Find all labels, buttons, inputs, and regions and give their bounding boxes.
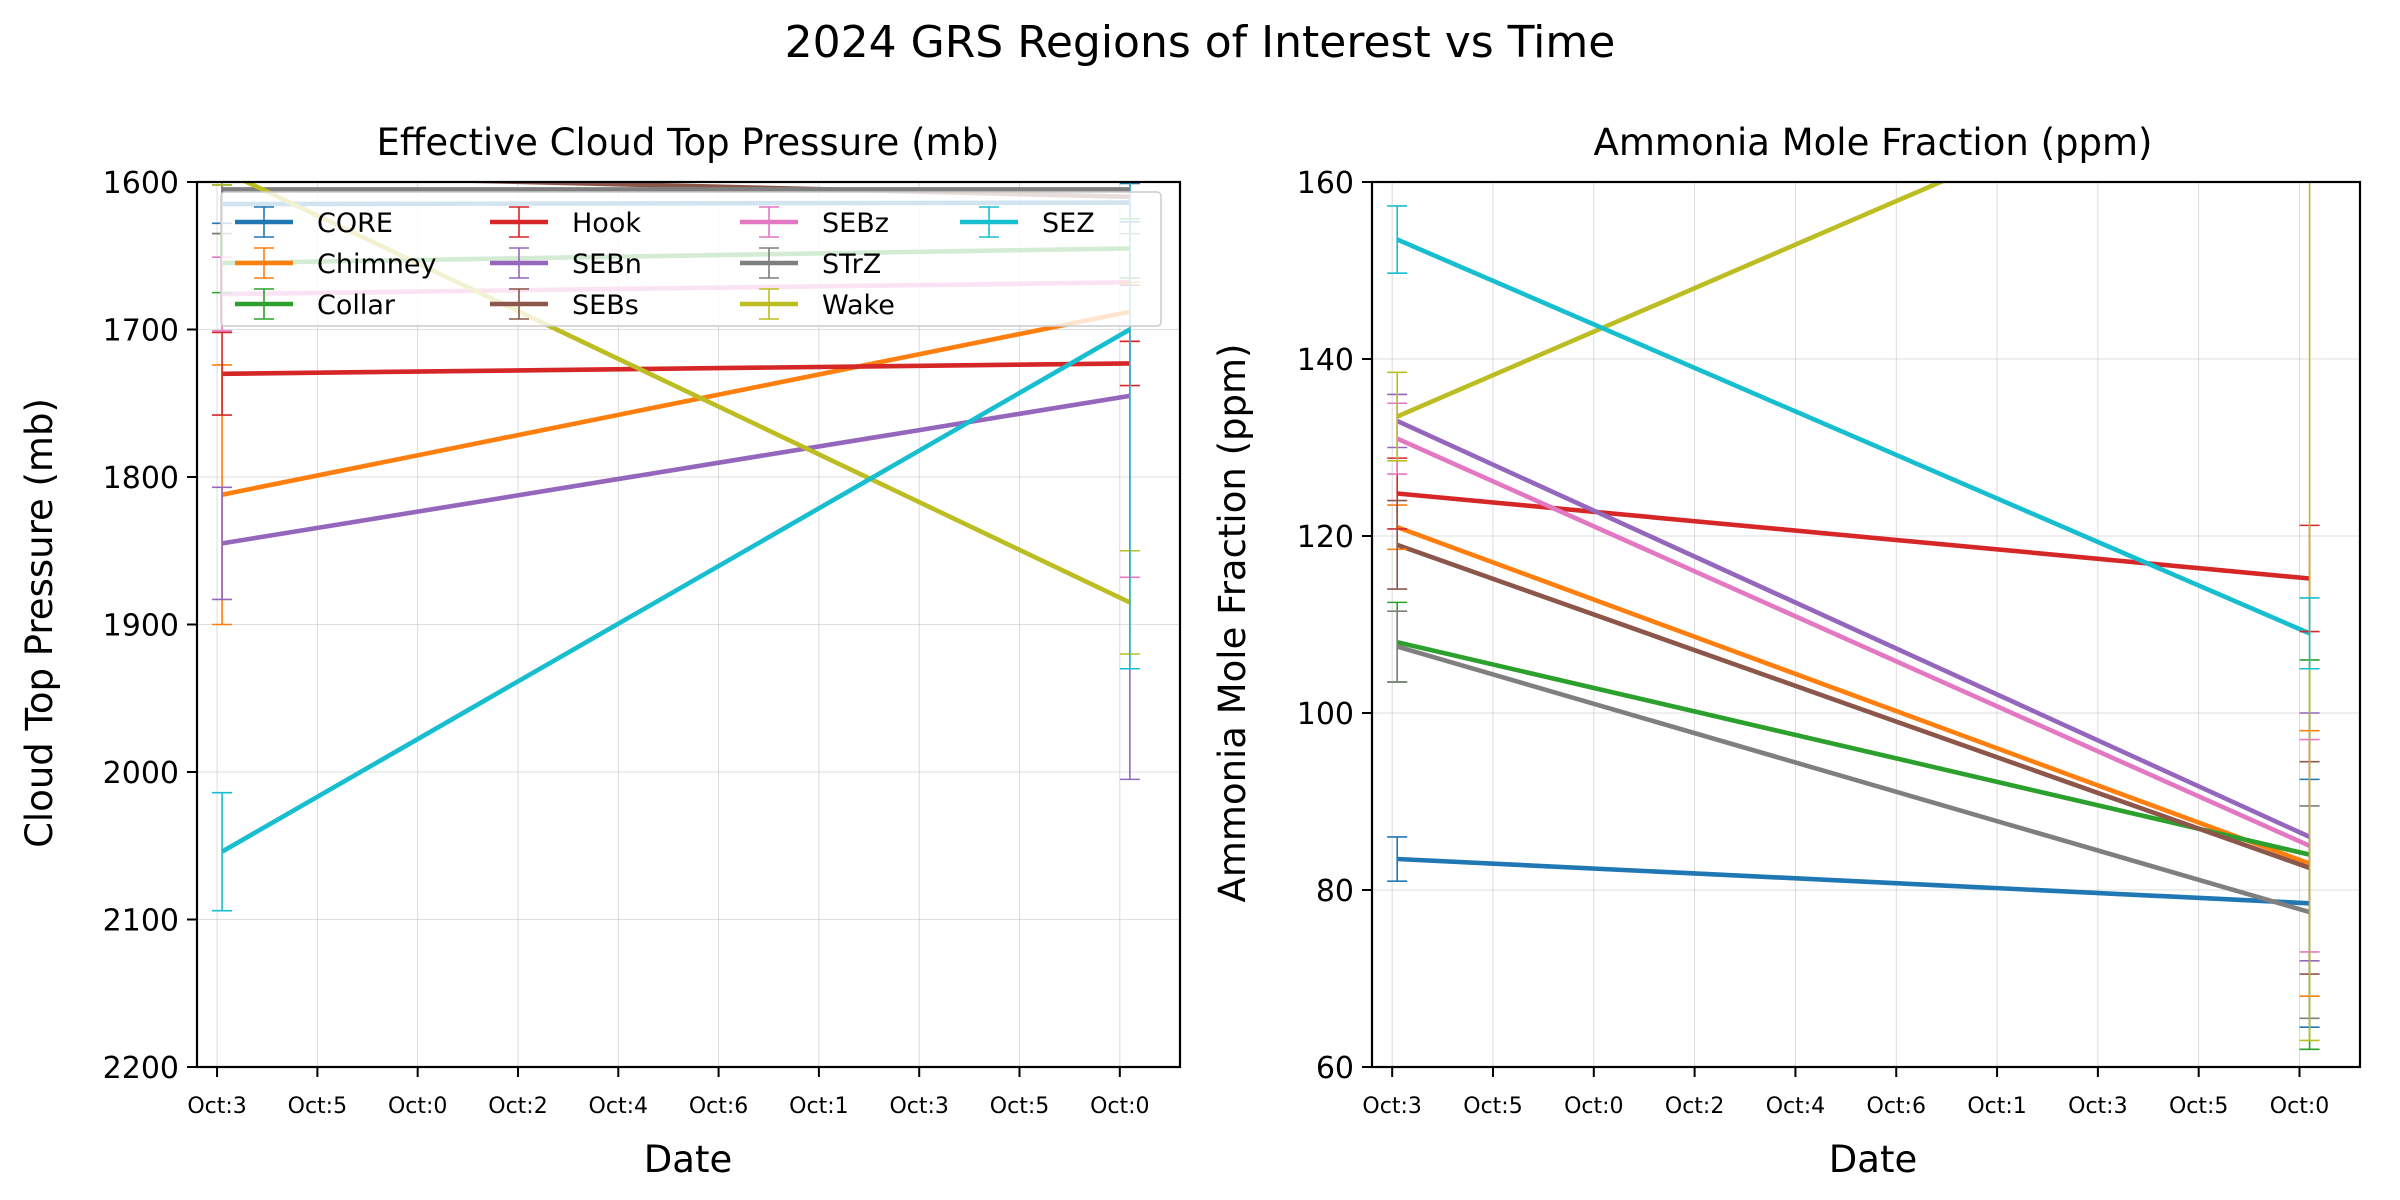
x-ticks: Oct:3 Oct:5 Oct:0 Oct:2 Oct:4 Oct:6 Oct:1 Oct:3… — [187, 1067, 1150, 1119]
legend-label: SEBs — [572, 290, 639, 321]
legend-label: Wake — [822, 290, 895, 321]
series-line-chimney — [1396, 524, 2311, 866]
x-tick-label: Oct:0 — [388, 1094, 447, 1119]
series-line-sebn — [221, 393, 1131, 546]
y-tick-label: 160 — [1297, 166, 1354, 201]
x-tick-label: Oct:0 — [1090, 1094, 1149, 1119]
panel-cloud-top-pressure: Effective Cloud Top Pressure (mb) CORE Ch… — [18, 121, 1182, 1181]
error-bar-strz — [1387, 610, 1408, 683]
error-bar-sez — [1387, 205, 1408, 274]
error-bar-sez — [2299, 597, 2320, 670]
error-bar-core — [1387, 836, 1408, 882]
legend-label: SEZ — [1042, 208, 1095, 239]
y-axis-label: Ammonia Mole Fraction (ppm) — [1211, 344, 1254, 903]
x-tick-label: Oct:0 — [1564, 1094, 1623, 1119]
error-bar-sez — [212, 791, 233, 912]
series-line-sebz — [1396, 436, 2311, 848]
legend-entry-sebn: SEBn — [490, 247, 642, 280]
legend-box — [220, 191, 1162, 327]
x-tick-label: Oct:1 — [1967, 1094, 2026, 1119]
y-tick-label: 1700 — [103, 314, 179, 349]
x-tick-label: Oct:3 — [1362, 1094, 1421, 1119]
x-ticks: Oct:3 Oct:5 Oct:0 Oct:2 Oct:4 Oct:6 Oct:1 Oct:3… — [1362, 1067, 2329, 1119]
series-line-wake — [1396, 182, 1947, 419]
x-tick-label: Oct:1 — [789, 1094, 848, 1119]
y-tick-label: 2200 — [103, 1051, 179, 1086]
y-tick-label: 2000 — [103, 756, 179, 791]
legend-entry-core: CORE — [235, 206, 393, 239]
y-tick-label: 120 — [1297, 520, 1354, 555]
legend-entry-collar: Collar — [235, 288, 396, 321]
error-bar-wake — [1387, 371, 1408, 462]
y-tick-label: 1800 — [103, 461, 179, 496]
y-ticks: 1600 1700 1800 1900 2000 2100 2200 — [103, 166, 197, 1086]
grid — [1372, 181, 2360, 1068]
x-tick-label: Oct:3 — [2068, 1094, 2127, 1119]
series-line-core — [1397, 856, 2310, 906]
legend-entry-wake: Wake — [740, 288, 895, 321]
legend-label: SEBn — [572, 249, 642, 280]
axes-frame — [1370, 180, 2362, 1069]
x-tick-label: Oct:4 — [1766, 1094, 1825, 1119]
error-bar-wake — [2299, 182, 2320, 1042]
legend-entry-strz: STrZ — [740, 247, 881, 280]
y-tick-label: 60 — [1316, 1051, 1354, 1086]
x-tick-label: Oct:3 — [889, 1094, 948, 1119]
error-bar-sez — [1119, 182, 1140, 670]
error-bar-sebn — [212, 486, 233, 601]
legend-entry-sebs: SEBs — [490, 288, 639, 321]
x-tick-label: Oct:5 — [288, 1094, 347, 1119]
legend-label: Hook — [572, 208, 641, 239]
y-tick-label: 140 — [1297, 343, 1354, 378]
x-tick-label: Oct:5 — [990, 1094, 1049, 1119]
panel-title: Effective Cloud Top Pressure (mb) — [377, 121, 1000, 164]
series-line-strz — [1396, 644, 2311, 915]
series-line-sez — [220, 327, 1131, 854]
y-tick-label: 100 — [1297, 697, 1354, 732]
series-lines — [1396, 182, 2311, 915]
x-axis-label: Date — [1829, 1138, 1917, 1181]
series-line-sez — [1396, 237, 2311, 636]
x-tick-label: Oct:5 — [2169, 1094, 2228, 1119]
x-tick-label: Oct:0 — [2270, 1094, 2329, 1119]
error-bar-hook — [212, 331, 233, 416]
x-axis-label: Date — [644, 1138, 732, 1181]
x-tick-label: Oct:2 — [1665, 1094, 1724, 1119]
legend-label: SEBz — [822, 208, 889, 239]
legend-entry-hook: Hook — [490, 206, 641, 239]
legend-entry-sebz: SEBz — [740, 206, 889, 239]
x-tick-label: Oct:6 — [689, 1094, 748, 1119]
x-tick-label: Oct:6 — [1867, 1094, 1926, 1119]
error-bars — [1387, 182, 2320, 1051]
x-tick-label: Oct:4 — [589, 1094, 648, 1119]
series-line-sebs — [1396, 542, 2311, 871]
legend-label: Chimney — [317, 249, 436, 280]
panel-ammonia-mole-fraction: Ammonia Mole Fraction (ppm) 60 80 100 120 14… — [1211, 121, 2362, 1181]
error-bar-sebs — [1387, 499, 1408, 590]
legend-entry-chimney: Chimney — [235, 247, 436, 280]
x-tick-label: Oct:3 — [187, 1094, 246, 1119]
y-tick-label: 2100 — [103, 904, 179, 939]
x-tick-label: Oct:5 — [1463, 1094, 1522, 1119]
y-tick-label: 1600 — [103, 166, 179, 201]
series-line-sebn — [1396, 418, 2311, 839]
error-bar-wake — [212, 182, 233, 186]
x-tick-label: Oct:2 — [488, 1094, 547, 1119]
legend: CORE Chimney Collar Hook SEBn SEBs SEBz STrZ Wak… — [220, 191, 1162, 327]
legend-label: CORE — [317, 208, 393, 239]
y-axis-label: Cloud Top Pressure (mb) — [18, 398, 61, 848]
legend-label: Collar — [317, 290, 396, 321]
legend-label: STrZ — [822, 249, 881, 280]
series-line-collar — [1396, 639, 2311, 857]
series-line-chimney — [221, 309, 1131, 497]
legend-entry-sez: SEZ — [960, 206, 1095, 239]
series-line-hook — [222, 361, 1130, 377]
y-tick-label: 80 — [1316, 874, 1354, 909]
y-ticks: 60 80 100 120 140 160 — [1297, 166, 1372, 1086]
y-tick-label: 1900 — [103, 609, 179, 644]
figure-title: 2024 GRS Regions of Interest vs Time — [785, 17, 1616, 68]
panel-title: Ammonia Mole Fraction (ppm) — [1594, 121, 2153, 164]
